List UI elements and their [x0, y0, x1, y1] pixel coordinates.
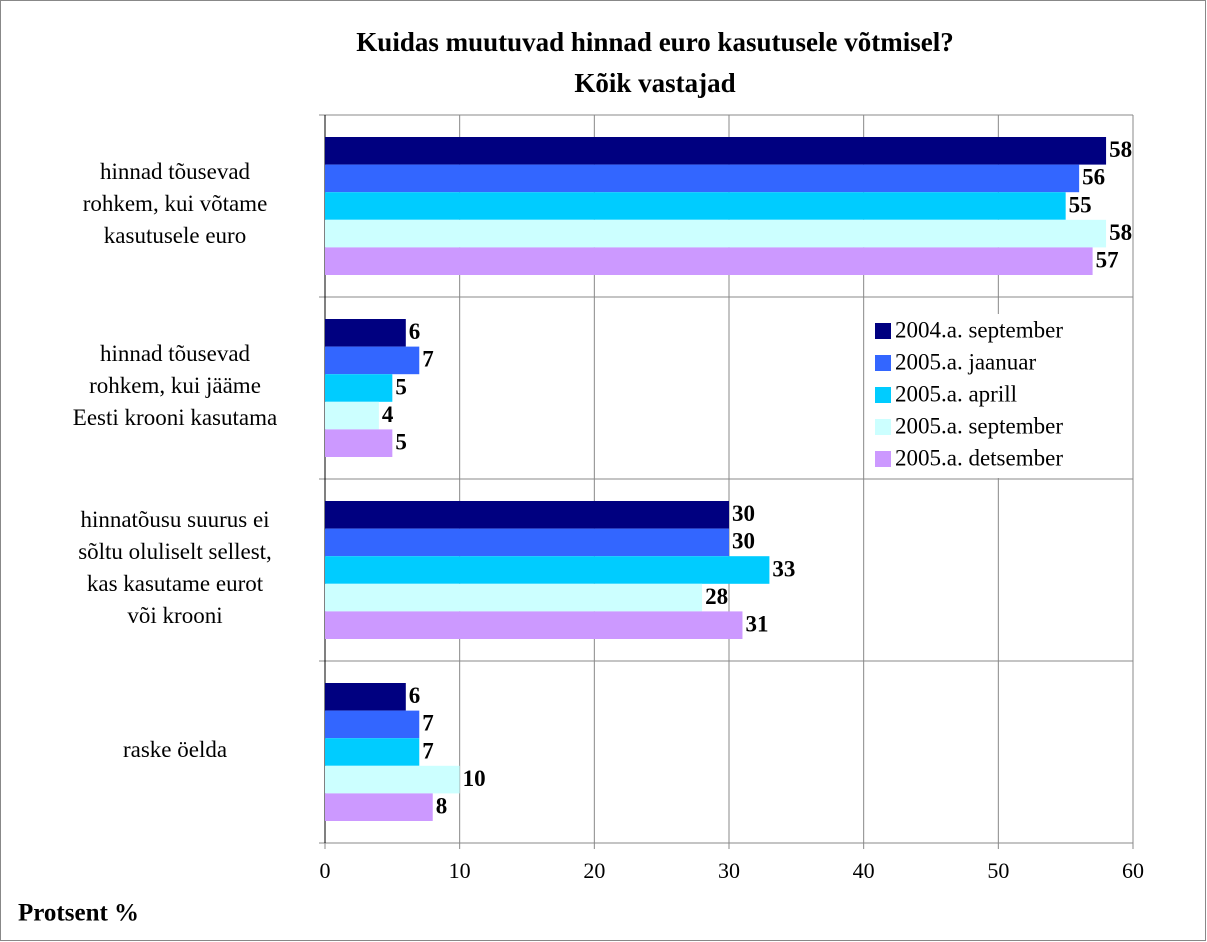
- y-tick-label: hinnad tõusevad rohkem, kui võtame kasutus…: [83, 159, 268, 248]
- legend-swatch: [875, 323, 891, 339]
- x-axis-label: Protsent %: [18, 900, 139, 927]
- bar: [325, 429, 393, 457]
- data-label: 28: [705, 584, 728, 609]
- data-label: 4: [382, 402, 394, 427]
- data-label: 5: [395, 429, 407, 454]
- bar: [325, 710, 420, 739]
- bar: [325, 137, 1107, 165]
- data-label: 33: [772, 556, 795, 581]
- x-tick-label: 0: [320, 858, 331, 883]
- bar: [325, 164, 1080, 193]
- legend-swatch: [875, 419, 891, 435]
- legend-label: 2004.a. september: [895, 317, 1063, 342]
- bar: [325, 501, 729, 529]
- legend-label: 2005.a. detsember: [895, 445, 1063, 470]
- bar: [325, 247, 1093, 275]
- legend-label: 2005.a. aprill: [895, 381, 1017, 406]
- data-label: 6: [409, 683, 421, 708]
- x-tick-label: 10: [449, 858, 471, 883]
- data-label: 58: [1109, 220, 1132, 245]
- data-label: 7: [422, 738, 434, 763]
- legend-box: [870, 314, 1128, 478]
- bar: [325, 556, 770, 584]
- y-tick-label: raske öelda: [123, 737, 227, 762]
- bar: [325, 219, 1107, 248]
- x-tick-label: 50: [987, 858, 1009, 883]
- legend-swatch: [875, 355, 891, 371]
- bar: [325, 738, 420, 766]
- y-tick-label: hinnatõusu suurus ei sõltu oluliselt sell…: [78, 507, 272, 628]
- legend-swatch: [875, 387, 891, 403]
- x-tick-label: 60: [1122, 858, 1144, 883]
- bar: [325, 401, 379, 430]
- data-label: 58: [1109, 137, 1132, 162]
- bar: [325, 319, 406, 347]
- data-label: 7: [422, 347, 434, 372]
- bar: [325, 583, 703, 612]
- legend-label: 2005.a. jaanuar: [895, 349, 1036, 374]
- data-label: 7: [422, 711, 434, 736]
- x-tick-label: 30: [718, 858, 740, 883]
- data-label: 56: [1082, 165, 1105, 190]
- data-label: 6: [409, 319, 421, 344]
- legend-label: 2005.a. september: [895, 413, 1063, 438]
- bar: [325, 374, 393, 402]
- data-label: 55: [1069, 192, 1092, 217]
- y-tick-label: hinnad tõusevad rohkem, kui jääme Eesti kr…: [73, 341, 277, 430]
- chart-title: Kuidas muutuvad hinnad euro kasutusele v…: [356, 27, 953, 57]
- chart-subtitle: Kõik vastajad: [574, 68, 735, 98]
- x-tick-label: 20: [583, 858, 605, 883]
- data-label: 30: [732, 501, 755, 526]
- data-label: 31: [745, 611, 768, 636]
- data-label: 8: [436, 793, 448, 818]
- data-label: 5: [395, 374, 407, 399]
- data-label: 57: [1096, 247, 1119, 272]
- bar: [325, 346, 420, 375]
- data-label: 30: [732, 529, 755, 554]
- bar: [325, 611, 743, 639]
- bar: [325, 765, 460, 794]
- bar: [325, 793, 433, 821]
- bar: [325, 192, 1066, 220]
- bar: [325, 528, 729, 557]
- bar: [325, 683, 406, 711]
- legend-swatch: [875, 451, 891, 467]
- x-tick-label: 40: [853, 858, 875, 883]
- data-label: 10: [463, 766, 486, 791]
